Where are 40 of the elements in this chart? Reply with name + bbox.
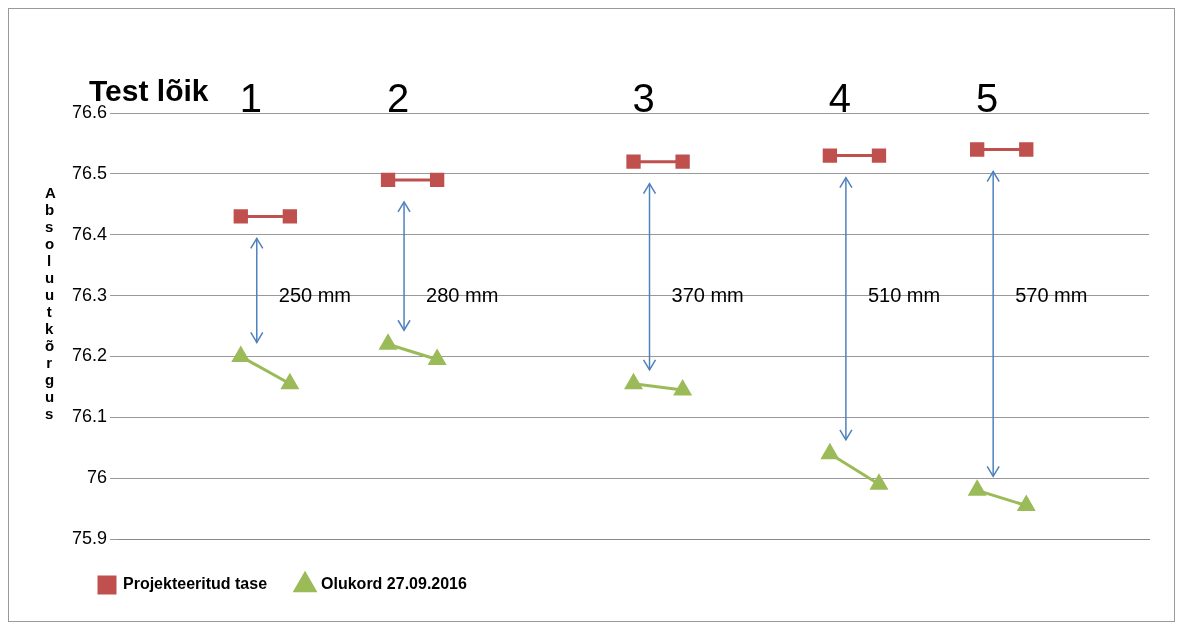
text: Absoluutkõrgus	[45, 184, 56, 422]
y-tick-label: 75.9	[71, 527, 108, 548]
point	[821, 444, 839, 460]
annotation: 570 mm	[1015, 283, 1088, 306]
annotation: 370 mm	[671, 283, 744, 306]
point	[233, 209, 248, 224]
point	[674, 380, 692, 396]
annotation: 2	[386, 76, 410, 121]
annotation: 3	[632, 76, 655, 121]
point	[232, 346, 250, 362]
point	[428, 349, 446, 365]
y-tick-label: 76.1	[71, 406, 108, 427]
point	[1017, 496, 1035, 512]
point	[1019, 142, 1034, 157]
y-tick-label: 76.4	[71, 223, 108, 244]
y-tick-label: 76.2	[71, 345, 108, 366]
point	[968, 480, 986, 496]
annotation: 280 mm	[426, 283, 499, 306]
point	[626, 154, 641, 169]
point	[625, 374, 642, 390]
legend-label: Olukord 27.09.2016	[321, 575, 468, 593]
annotation: 4	[828, 76, 852, 121]
legend-label: Projekteeritud tase	[123, 575, 268, 593]
y-tick-label: 76.5	[71, 162, 108, 183]
annotation: 250 mm	[278, 283, 352, 306]
point	[379, 334, 397, 350]
y-tick-label: 76	[87, 467, 108, 488]
point	[870, 474, 888, 490]
point	[822, 148, 838, 163]
annotation: 510 mm	[867, 283, 941, 306]
point	[675, 154, 690, 169]
point	[281, 374, 299, 390]
point	[380, 172, 396, 188]
annotation: 1	[239, 76, 262, 121]
point	[429, 172, 445, 188]
point	[970, 142, 985, 157]
point	[871, 148, 887, 163]
point	[282, 209, 298, 224]
y-tick-label: 76.3	[71, 284, 108, 305]
annotation: 5	[976, 76, 999, 121]
